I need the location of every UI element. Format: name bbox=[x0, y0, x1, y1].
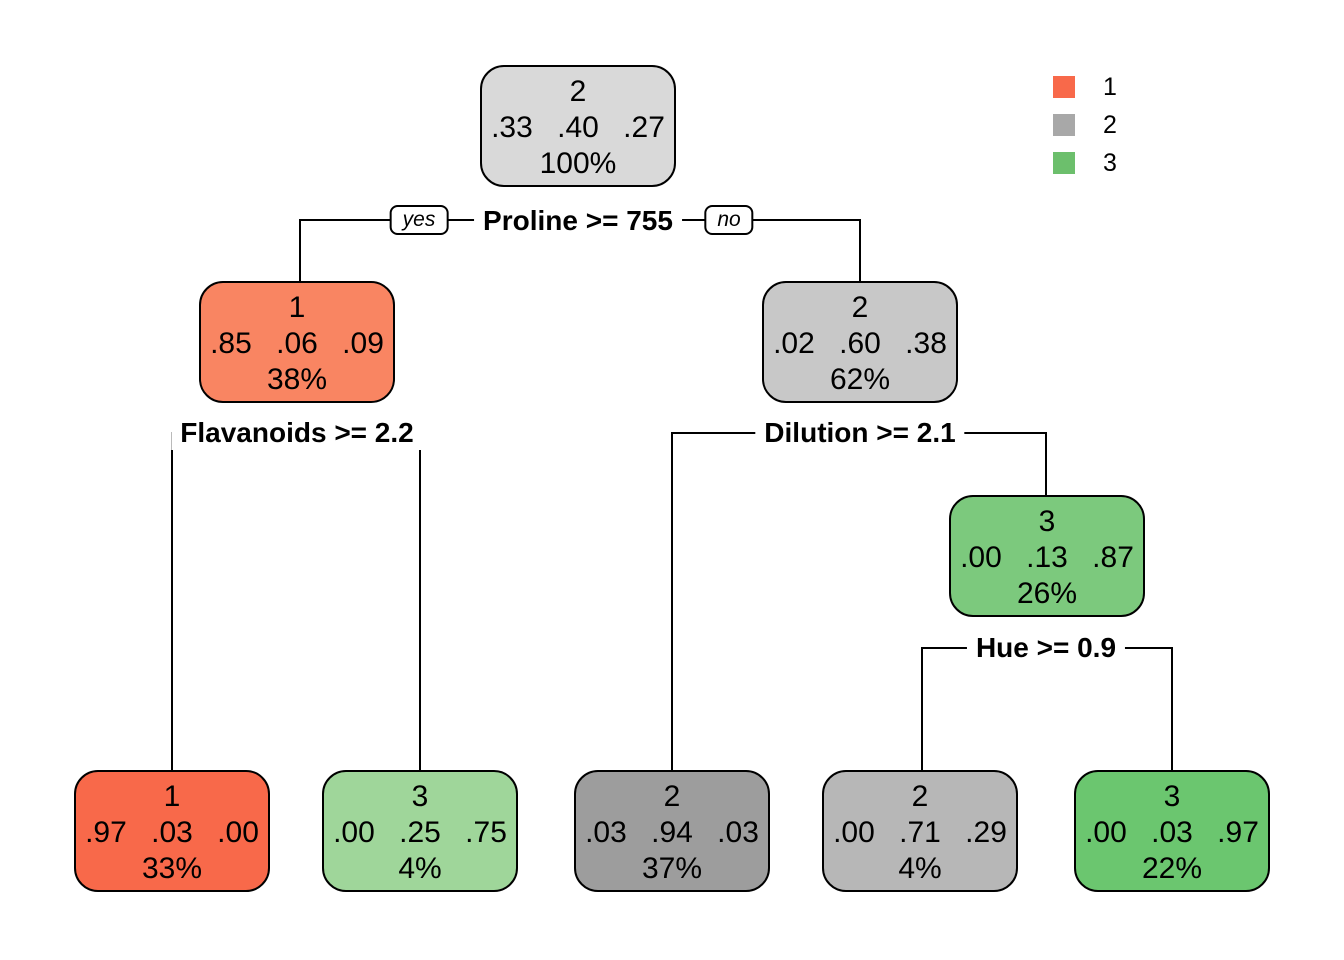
leaf-node-hue-no: 3 .00 .03 .97 22% bbox=[1074, 770, 1270, 892]
node-class-label: 3 bbox=[411, 780, 429, 813]
node-percent: 100% bbox=[539, 147, 617, 180]
node-percent: 4% bbox=[898, 852, 942, 885]
node-probabilities: .97 .03 .00 bbox=[85, 816, 259, 849]
tree-node-proline-no: 2 .02 .60 .38 62% bbox=[762, 281, 958, 403]
legend-label-class-1: 1 bbox=[1103, 73, 1117, 101]
node-class-label: 2 bbox=[663, 780, 681, 813]
tree-node-proline-yes: 1 .85 .06 .09 38% bbox=[199, 281, 395, 403]
branch-line bbox=[171, 432, 173, 770]
branch-line bbox=[419, 432, 421, 770]
legend-label-class-3: 3 bbox=[1103, 149, 1117, 177]
branch-line bbox=[859, 219, 861, 281]
branch-line bbox=[299, 219, 301, 281]
legend: 1 2 3 bbox=[1053, 73, 1117, 190]
branch-line bbox=[921, 647, 923, 770]
node-probabilities: .85 .06 .09 bbox=[210, 327, 384, 360]
node-probabilities: .00 .25 .75 bbox=[333, 816, 507, 849]
node-percent: 33% bbox=[141, 852, 203, 885]
legend-item-class-1: 1 bbox=[1053, 73, 1117, 101]
node-probabilities: .33 .40 .27 bbox=[491, 111, 665, 144]
node-class-label: 1 bbox=[163, 780, 181, 813]
legend-item-class-2: 2 bbox=[1053, 111, 1117, 139]
node-probabilities: .03 .94 .03 bbox=[585, 816, 759, 849]
node-probabilities: .00 .13 .87 bbox=[960, 541, 1134, 574]
node-probabilities: .02 .60 .38 bbox=[773, 327, 947, 360]
branch-line bbox=[671, 432, 673, 770]
no-badge: no bbox=[704, 205, 754, 235]
node-class-label: 3 bbox=[1038, 505, 1056, 538]
node-percent: 26% bbox=[1016, 577, 1078, 610]
node-percent: 38% bbox=[266, 363, 328, 396]
legend-swatch-class-3 bbox=[1053, 152, 1075, 174]
node-probabilities: .00 .71 .29 bbox=[833, 816, 1007, 849]
tree-node-dilution-no: 3 .00 .13 .87 26% bbox=[949, 495, 1145, 617]
node-class-label: 2 bbox=[911, 780, 929, 813]
yes-badge: yes bbox=[389, 205, 449, 235]
leaf-node-dilution-yes: 2 .03 .94 .03 37% bbox=[574, 770, 770, 892]
node-class-label: 2 bbox=[569, 75, 587, 108]
node-percent: 62% bbox=[829, 363, 891, 396]
branch-line bbox=[1045, 432, 1047, 495]
split-label-dilution: Dilution >= 2.1 bbox=[755, 416, 965, 450]
split-label-hue: Hue >= 0.9 bbox=[966, 631, 1126, 665]
split-label-proline: Proline >= 755 bbox=[474, 204, 682, 238]
node-class-label: 3 bbox=[1163, 780, 1181, 813]
legend-item-class-3: 3 bbox=[1053, 149, 1117, 177]
node-class-label: 1 bbox=[288, 291, 306, 324]
leaf-node-flavanoids-no: 3 .00 .25 .75 4% bbox=[322, 770, 518, 892]
legend-swatch-class-1 bbox=[1053, 76, 1075, 98]
branch-line bbox=[1171, 647, 1173, 770]
node-class-label: 2 bbox=[851, 291, 869, 324]
split-label-flavanoids: Flavanoids >= 2.2 bbox=[171, 416, 423, 450]
node-percent: 4% bbox=[398, 852, 442, 885]
leaf-node-flavanoids-yes: 1 .97 .03 .00 33% bbox=[74, 770, 270, 892]
tree-node-root: 2 .33 .40 .27 100% bbox=[480, 65, 676, 187]
node-probabilities: .00 .03 .97 bbox=[1085, 816, 1259, 849]
node-percent: 22% bbox=[1141, 852, 1203, 885]
node-percent: 37% bbox=[641, 852, 703, 885]
leaf-node-hue-yes: 2 .00 .71 .29 4% bbox=[822, 770, 1018, 892]
legend-swatch-class-2 bbox=[1053, 114, 1075, 136]
legend-label-class-2: 2 bbox=[1103, 111, 1117, 139]
